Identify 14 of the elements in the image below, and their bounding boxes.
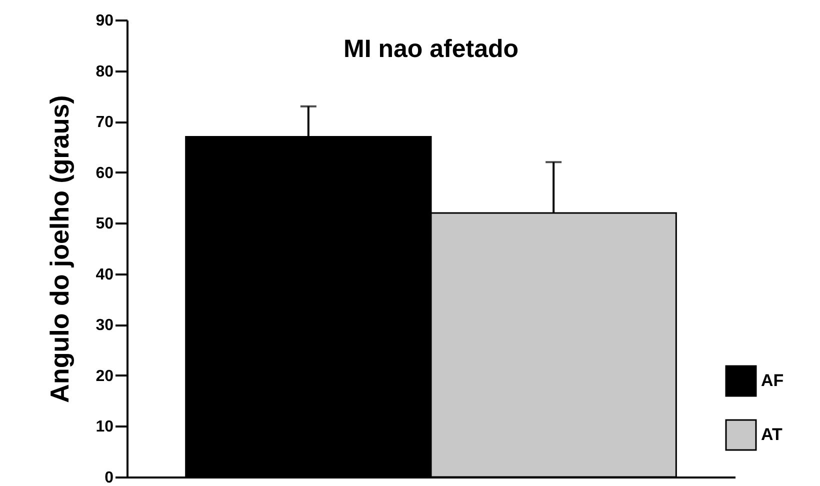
y-tick-label: 30 [96, 317, 114, 334]
y-tick-label: 70 [96, 114, 114, 132]
text: MI nao afetado [343, 35, 519, 63]
y-tick-label: 0 [104, 470, 114, 486]
y-tick-label: 20 [96, 368, 114, 385]
y-tick-label: 50 [96, 216, 114, 233]
y-axis-title: Angulo do joelho (graus) [44, 95, 75, 403]
y-tick-label: 10 [96, 418, 114, 436]
y-tick-label: 60 [96, 164, 114, 182]
y-tick-label: 80 [96, 63, 114, 80]
y-tick-label: 90 [96, 12, 114, 30]
legend-label: AT [761, 425, 784, 444]
y-tick-label: 40 [96, 266, 114, 284]
legend-label: AF [761, 371, 784, 390]
